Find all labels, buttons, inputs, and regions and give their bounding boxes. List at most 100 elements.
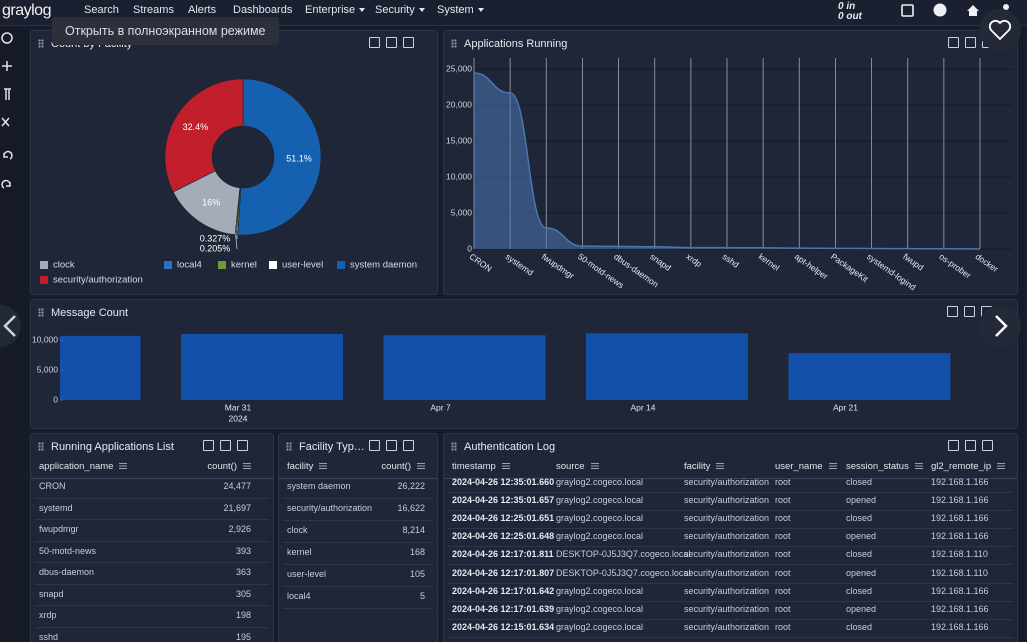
widget-actions[interactable] [369, 37, 414, 48]
table-cell: 105 [409, 569, 425, 579]
add-icon[interactable] [1, 32, 13, 44]
throughput-in: 0 in [838, 1, 856, 12]
table-cell: 2024-04-26 12:17:01.807 [452, 567, 555, 578]
table-cell: closed [846, 513, 873, 524]
table-cell: 195 [235, 631, 251, 642]
drag-handle[interactable] [451, 442, 457, 451]
table-cell: 192.168.1.166 [931, 585, 989, 596]
table-cell: security/authorization [684, 477, 770, 487]
row-separator [448, 618, 1013, 620]
table-cell: closed [846, 621, 873, 632]
user-icon[interactable] [1003, 4, 1009, 10]
table-cell: graylog2.cogeco.local [556, 531, 644, 542]
column-header: timestamp [452, 461, 510, 472]
favorite-button[interactable] [979, 9, 1021, 51]
row-separator [283, 542, 433, 543]
table-cell: local4 [287, 591, 311, 601]
table-cell: 2,926 [228, 524, 251, 534]
table-cell: security/authorization [684, 621, 770, 632]
widget-title: Message Count [51, 307, 129, 319]
row-separator [35, 605, 269, 607]
format-icon[interactable] [1, 117, 10, 127]
drag-handle[interactable] [38, 442, 44, 451]
row-separator [448, 546, 1013, 548]
widget-actions[interactable] [203, 440, 248, 451]
nav-icons [901, 3, 1009, 17]
prev-button[interactable] [0, 305, 21, 347]
undo-icon[interactable] [3, 150, 13, 160]
table-cell: closed [846, 585, 873, 596]
nav-item[interactable]: Enterprise [305, 4, 365, 16]
table-cell: root [775, 513, 791, 524]
table-cell: closed [846, 477, 873, 487]
table-cell: system daemon [287, 481, 351, 491]
table-cell: root [775, 477, 791, 487]
table-cell: root [775, 585, 791, 596]
table-cell: opened [846, 495, 877, 506]
edit-icon[interactable] [901, 4, 914, 17]
table-cell: 2024-04-26 12:35:01.657 [452, 495, 555, 506]
nav-item[interactable]: Alerts [188, 4, 217, 16]
table-cell: DESKTOP-0J5J3Q7.cogeco.local [556, 567, 691, 578]
table-cell: security/authorization [684, 513, 770, 524]
tooltip: Открыть в полноэкранном режиме [52, 17, 279, 45]
table-cell: root [775, 567, 791, 578]
row-separator [283, 498, 433, 499]
table-cell: 168 [409, 547, 425, 557]
widget-actions[interactable] [948, 440, 993, 451]
drag-handle[interactable] [286, 442, 292, 451]
table-cell: 24,477 [223, 481, 251, 491]
table-cell: 2024-04-26 12:35:01.660 [452, 477, 555, 487]
header-separator [444, 478, 1017, 479]
widget-title: Facility Typ… [299, 441, 365, 453]
redo-icon[interactable] [1, 179, 11, 189]
table-cell: root [775, 621, 791, 632]
column-header: session_status [846, 461, 923, 472]
drag-handle[interactable] [38, 39, 44, 48]
table-cell: 21,697 [223, 502, 251, 513]
row-separator [283, 608, 433, 609]
table-cell: kernel [287, 547, 312, 557]
row-separator [448, 510, 1013, 512]
table-cell: opened [846, 603, 877, 614]
nav-item[interactable]: Security [375, 4, 425, 16]
next-button[interactable] [979, 305, 1021, 347]
nav-item[interactable]: System [437, 4, 484, 16]
drag-handle[interactable] [451, 39, 457, 48]
throughput-out: 0 out [838, 11, 862, 22]
paragraph-icon[interactable] [4, 88, 11, 100]
table-cell: 192.168.1.110 [931, 567, 988, 578]
table-cell: opened [846, 531, 877, 542]
header-separator [31, 478, 273, 479]
help-icon[interactable] [933, 3, 947, 17]
drag-handle[interactable] [38, 308, 44, 317]
table-cell: graylog2.cogeco.local [556, 585, 644, 596]
widget-facility-types: Facility Typ… facility count() system daem… [278, 433, 438, 642]
home-icon[interactable] [967, 5, 979, 16]
column-header: user_name [775, 461, 837, 472]
column-header: facility [287, 461, 327, 472]
plus-icon[interactable] [2, 61, 12, 71]
table-cell: security/authorization [684, 495, 770, 506]
brand[interactable]: graylog [2, 2, 51, 19]
table-cell: 26,222 [397, 481, 425, 491]
table-cell: 5 [419, 591, 425, 601]
row-separator [35, 562, 269, 564]
column-header: count() [381, 461, 425, 472]
widget-title: Applications Running [464, 38, 568, 50]
header-separator [279, 478, 437, 479]
table-cell: security/authorization [684, 531, 770, 542]
row-separator [448, 492, 1013, 494]
table-cell: 8,214 [402, 525, 425, 535]
widget-authentication-log: Authentication Log timestamp source facili… [443, 433, 1018, 642]
table-cell: 192.168.1.166 [931, 603, 989, 614]
nav-item[interactable]: Dashboards [233, 4, 293, 16]
table-cell: 16,622 [397, 503, 425, 513]
table-cell: DESKTOP-0J5J3Q7.cogeco.local [556, 549, 691, 560]
widget-count-by-facility: Count by Facility [30, 30, 438, 295]
table-cell: 192.168.1.166 [931, 531, 989, 542]
table-cell: 2024-04-26 12:17:01.639 [452, 603, 555, 614]
nav-item[interactable]: Streams [133, 4, 174, 16]
widget-message-count: Message Count [30, 299, 1018, 429]
widget-actions[interactable] [369, 440, 414, 451]
